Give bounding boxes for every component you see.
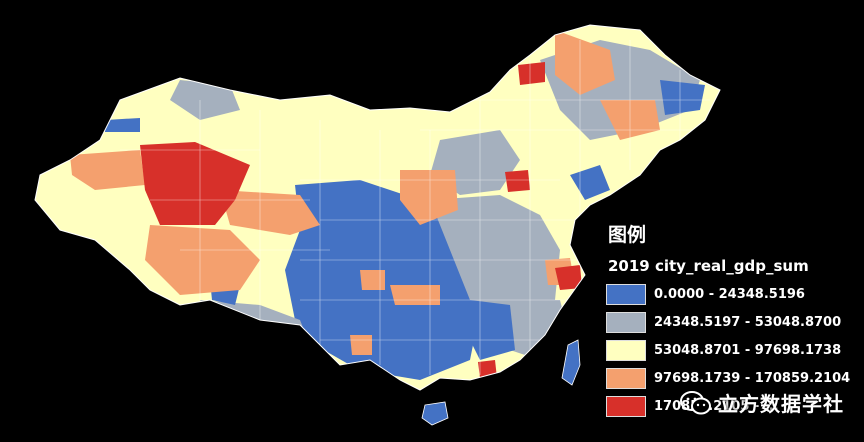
region-tibet bbox=[145, 225, 260, 295]
city-boundaries bbox=[120, 40, 710, 375]
region-hainan bbox=[421, 401, 449, 426]
region-taiwan bbox=[561, 339, 581, 386]
legend-label: 24348.5197 - 53048.8700 bbox=[654, 315, 842, 330]
legend-subtitle: 2019 city_real_gdp_sum bbox=[608, 257, 809, 275]
legend-swatch bbox=[606, 312, 646, 333]
watermark-text: 立方数据学社 bbox=[718, 392, 844, 416]
legend-item: 0.0000 - 24348.5196 bbox=[606, 283, 856, 306]
legend-swatch bbox=[606, 284, 646, 305]
legend-label: 0.0000 - 24348.5196 bbox=[654, 287, 805, 302]
region-inner-mongolia bbox=[400, 170, 458, 225]
legend-label: 97698.1739 - 170859.2104 bbox=[654, 371, 851, 386]
region-guangzhou bbox=[478, 360, 497, 378]
legend-label: 170859.2105 - ... bbox=[654, 399, 779, 414]
legend-item: 170859.2105 - ... bbox=[606, 395, 856, 418]
legend-rows: 0.0000 - 24348.5196 24348.5197 - 53048.87… bbox=[606, 283, 856, 418]
region-beijing bbox=[505, 170, 530, 192]
region-chongqing bbox=[360, 270, 385, 290]
region-bayingolin bbox=[140, 142, 250, 225]
legend-title: 图例 bbox=[608, 224, 647, 246]
region-guangxi bbox=[465, 300, 515, 360]
legend-item: 97698.1739 - 170859.2104 bbox=[606, 367, 856, 390]
legend-swatch bbox=[606, 368, 646, 389]
wechat-icon bbox=[680, 390, 711, 414]
map-legend: 图例 2019 city_real_gdp_sum 0.0000 - 24348… bbox=[606, 220, 856, 423]
region-sichuan-east bbox=[390, 285, 440, 305]
region-qinghai bbox=[220, 190, 320, 235]
watermark: 立方数据学社 bbox=[680, 388, 844, 417]
region-xinjiang-west bbox=[70, 150, 145, 190]
legend-swatch bbox=[606, 396, 646, 417]
legend-swatch bbox=[606, 340, 646, 361]
region-north-xinjiang bbox=[170, 80, 240, 120]
region-shanghai bbox=[555, 265, 582, 290]
region-red-northeast bbox=[518, 62, 545, 85]
country-outline bbox=[34, 24, 721, 391]
region-ili bbox=[105, 118, 140, 132]
legend-label: 53048.8701 - 97698.1738 bbox=[654, 343, 842, 358]
region-kunming bbox=[350, 335, 372, 355]
legend-item: 53048.8701 - 97698.1738 bbox=[606, 339, 856, 362]
region-hulunbuir bbox=[555, 30, 615, 95]
region-heilongjiang-east bbox=[660, 80, 705, 115]
legend-item: 24348.5197 - 53048.8700 bbox=[606, 311, 856, 334]
